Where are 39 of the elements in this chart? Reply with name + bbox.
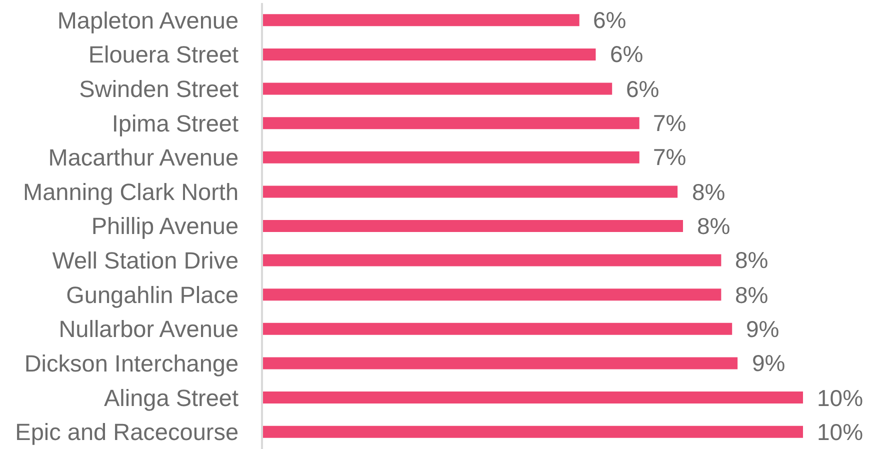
bar bbox=[263, 82, 612, 95]
data-label: 8% bbox=[697, 213, 730, 239]
y-tick-label: Nullarbor Avenue bbox=[58, 316, 239, 342]
data-label: 8% bbox=[735, 247, 768, 273]
y-tick-label: Elouera Street bbox=[88, 42, 240, 68]
y-tick-label: Mapleton Avenue bbox=[57, 7, 239, 34]
bar bbox=[263, 357, 738, 370]
y-tick-label: Dickson Interchange bbox=[24, 350, 239, 376]
y-tick-label: Gungahlin Place bbox=[66, 282, 239, 308]
data-label: 8% bbox=[692, 179, 726, 205]
bar bbox=[263, 392, 803, 404]
data-label: 6% bbox=[626, 76, 660, 102]
y-tick-label: Epic and Racecourse bbox=[15, 419, 239, 446]
bar bbox=[263, 14, 580, 26]
bar bbox=[263, 254, 722, 266]
y-tick-label: Ipima Street bbox=[112, 110, 240, 136]
y-tick-label: Macarthur Avenue bbox=[48, 144, 239, 171]
bar bbox=[263, 186, 678, 198]
data-label: 9% bbox=[752, 350, 786, 376]
y-tick-label: Phillip Avenue bbox=[91, 213, 239, 240]
bar bbox=[263, 48, 596, 60]
data-label: 10% bbox=[817, 385, 864, 411]
bar bbox=[263, 117, 640, 130]
data-label: 7% bbox=[653, 110, 686, 136]
data-label: 9% bbox=[746, 316, 780, 342]
bar bbox=[263, 426, 803, 438]
data-label: 7% bbox=[653, 144, 686, 170]
bar bbox=[263, 288, 722, 301]
y-tick-label: Well Station Drive bbox=[52, 248, 239, 274]
y-tick-label: Manning Clark North bbox=[23, 178, 239, 205]
data-label: 6% bbox=[610, 41, 644, 67]
bar bbox=[263, 151, 640, 164]
data-label: 10% bbox=[817, 419, 864, 445]
data-label: 6% bbox=[593, 7, 626, 33]
y-tick-label: Alinga Street bbox=[104, 384, 240, 411]
data-label: 8% bbox=[735, 282, 768, 308]
bar bbox=[263, 322, 732, 335]
bar bbox=[263, 220, 683, 232]
y-tick-label: Swinden Street bbox=[79, 76, 240, 102]
